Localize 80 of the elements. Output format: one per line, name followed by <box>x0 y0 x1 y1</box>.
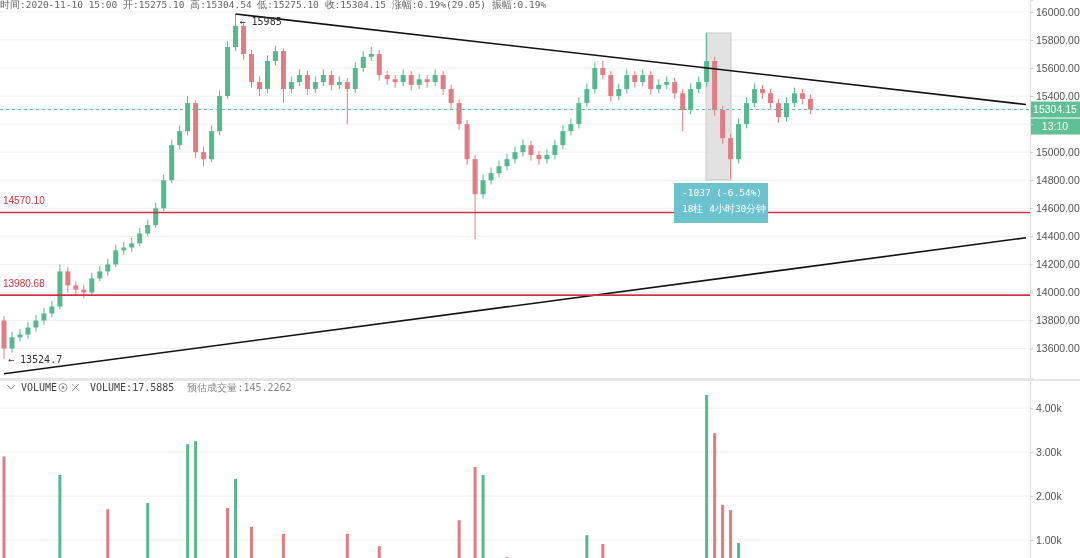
candlestick <box>328 70 334 91</box>
y-tick-label: 15000.00 <box>1036 146 1080 159</box>
y-tick-label: 2.00k <box>1036 489 1063 502</box>
candlestick <box>41 307 47 326</box>
y-tick-label: 3.00k <box>1036 445 1063 458</box>
annotation: 18柱 4小时30分钟 <box>682 202 767 214</box>
candlestick <box>177 125 183 150</box>
ref-line-label: 13980.68 <box>3 278 46 290</box>
chart-title: 时间:2020-11-10 15:00 开:15275.10 高:15304.54 低:15275.10 收:15304.15 涨幅:0.19%(29.05) 振幅:0.19% <box>0 0 547 10</box>
candlestick <box>704 32 710 87</box>
candlestick <box>791 87 797 108</box>
candlestick <box>376 49 382 82</box>
candlestick <box>408 70 414 91</box>
y-tick-label: 14600.00 <box>1036 202 1080 215</box>
candlestick <box>680 88 686 132</box>
candlestick <box>552 139 558 160</box>
candlestick <box>352 61 358 94</box>
annotation: ← 13524.7 <box>7 353 63 365</box>
candlestick <box>592 61 598 94</box>
candlestick <box>768 88 773 110</box>
y-tick-label: 13800.00 <box>1036 314 1080 327</box>
candlestick <box>752 82 758 108</box>
candlestick <box>528 140 534 162</box>
annotation: 预估成交量:145.2262 <box>187 382 292 393</box>
ref-line-label: 14570.10 <box>3 195 46 207</box>
y-tick-label: 15400.00 <box>1036 89 1080 102</box>
candlestick <box>568 118 574 136</box>
candlestick <box>9 331 15 354</box>
candlestick <box>65 266 71 293</box>
candlestick <box>25 321 31 340</box>
candlestick <box>257 75 262 97</box>
candlestick <box>73 280 79 296</box>
y-tick-label: 4.00k <box>1036 401 1063 414</box>
candlestick <box>440 70 446 96</box>
y-tick-label: 16000.00 <box>1036 5 1080 18</box>
chart-title: VOLUME <box>21 382 58 393</box>
candlestick <box>728 133 734 180</box>
y-tick-label: 13600.00 <box>1036 342 1080 355</box>
candlestick <box>504 153 510 171</box>
y-tick-label: 15600.00 <box>1036 61 1080 74</box>
y-tick-label: 15800.00 <box>1036 33 1080 46</box>
annotation: -1037 (-6.54%) <box>682 186 763 198</box>
candlestick <box>608 70 614 103</box>
candlestick <box>807 94 813 115</box>
candlestick <box>49 300 55 319</box>
candlestick <box>560 125 566 150</box>
candlestick <box>600 60 606 80</box>
candlestick <box>233 13 239 52</box>
candlestick <box>272 45 278 66</box>
candlestick <box>33 314 39 333</box>
candlestick <box>113 244 119 268</box>
candlestick <box>201 146 207 167</box>
candlestick <box>584 82 590 108</box>
candlestick <box>536 150 542 166</box>
candlestick <box>488 167 494 185</box>
annotation: VOLUME:17.5885 <box>90 382 175 393</box>
y-tick-label: 14400.00 <box>1036 230 1080 243</box>
y-tick-label: 1.00k <box>1036 533 1063 546</box>
candlestick <box>480 174 486 199</box>
candlestick <box>344 77 350 125</box>
candlestick <box>360 50 366 73</box>
y-tick-label: 14200.00 <box>1036 258 1080 271</box>
candlestick <box>672 77 678 100</box>
candlestick <box>512 146 518 164</box>
candlestick <box>448 84 454 110</box>
candlestick <box>496 160 502 178</box>
candlestick <box>137 227 143 247</box>
y-tick-label: 14000.00 <box>1036 286 1080 299</box>
candlestick <box>153 202 159 229</box>
candlestick <box>520 139 526 157</box>
text: 13:10 <box>1041 120 1069 133</box>
candlestick <box>624 68 630 94</box>
candlestick <box>544 148 550 164</box>
annotation: ← 15985 <box>239 16 282 28</box>
candlestick <box>456 98 462 131</box>
candlestick <box>89 272 95 296</box>
candlestick <box>775 98 781 124</box>
y-tick-label: 14800.00 <box>1036 174 1080 187</box>
candlestick <box>304 70 310 96</box>
candlestick <box>648 70 654 96</box>
